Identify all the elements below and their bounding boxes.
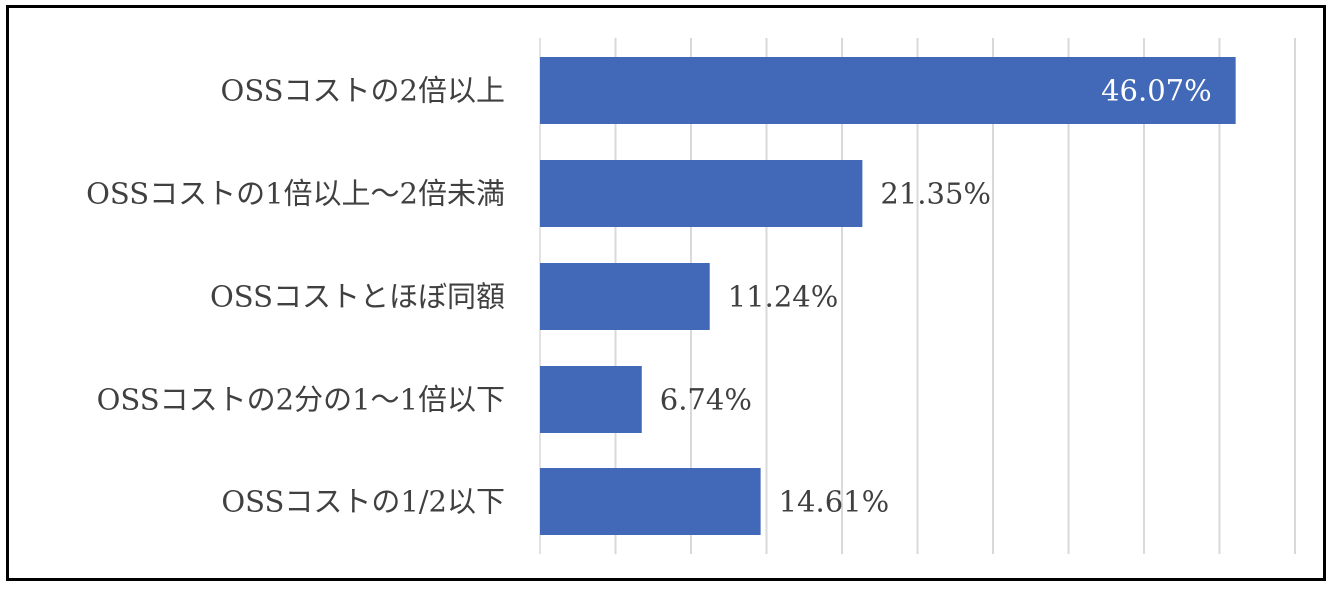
bar-0 [540,57,1236,124]
value-label-2: 11.24% [728,280,839,314]
labels: OSSコストの2倍以上 46.07% OSSコストの1倍以上～2倍未満 21.35% O… [86,74,1212,519]
category-label-1: OSSコストの1倍以上～2倍未満 [86,177,505,211]
value-label-3: 6.74% [660,383,752,417]
value-label-1: 21.35% [880,177,991,211]
bar-3 [540,366,642,433]
bar-2 [540,263,710,330]
category-label-0: OSSコストの2倍以上 [221,74,505,108]
value-label-0: 46.07% [1101,74,1212,108]
bars [540,57,1236,535]
category-label-2: OSSコストとほぼ同額 [210,280,505,314]
bar-1 [540,160,863,227]
bar-4 [540,468,761,535]
value-label-4: 14.61% [779,485,890,519]
category-label-4: OSSコストの1/2以下 [221,485,505,519]
category-label-3: OSSコストの2分の1～1倍以下 [97,383,505,417]
